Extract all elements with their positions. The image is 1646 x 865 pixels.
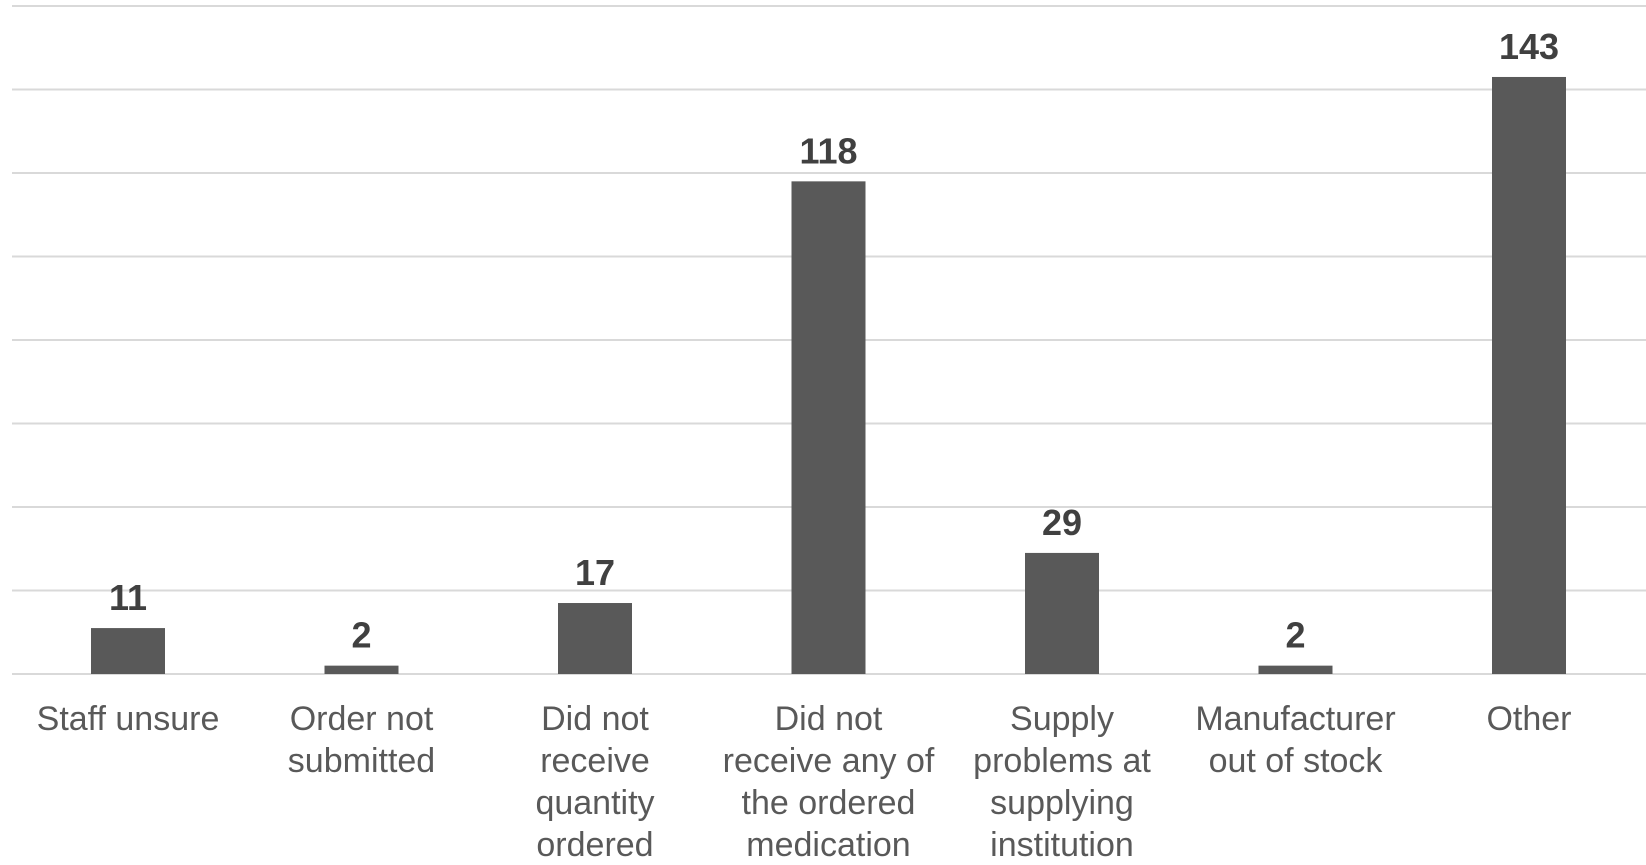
category-label-line: out of stock xyxy=(1209,742,1384,780)
category-label-line: quantity xyxy=(535,784,654,822)
category-label-line: Other xyxy=(1486,700,1571,738)
bar xyxy=(1025,552,1099,674)
category-label-line: Order not xyxy=(290,700,434,738)
data-labels: 11 2 17 118 29 2 143 xyxy=(109,26,1559,656)
bar xyxy=(324,665,399,674)
bar xyxy=(91,628,165,674)
category-label: Did not receive any of the ordered medicati… xyxy=(723,700,935,864)
bars xyxy=(91,76,1566,675)
data-label: 17 xyxy=(575,552,615,593)
category-label: Order not submitted xyxy=(288,700,435,780)
category-label: Supply problems at supplying institution xyxy=(973,700,1151,864)
category-label-line: Supply xyxy=(1010,700,1114,738)
category-label-line: receive any of xyxy=(723,742,935,780)
category-label-line: medication xyxy=(746,826,910,864)
category-label-line: Manufacturer xyxy=(1195,700,1395,738)
category-label: Other xyxy=(1486,700,1571,738)
category-label-line: institution xyxy=(990,826,1134,864)
bar xyxy=(1492,76,1566,675)
category-label: Manufacturer out of stock xyxy=(1195,700,1395,780)
data-label: 11 xyxy=(109,577,147,618)
category-label-line: Did not xyxy=(775,700,883,738)
category-label-line: problems at xyxy=(973,742,1151,780)
category-label: Staff unsure xyxy=(37,700,220,738)
data-label: 29 xyxy=(1042,502,1082,543)
category-label-line: Staff unsure xyxy=(37,700,220,738)
bar xyxy=(791,181,866,674)
category-label-line: receive xyxy=(540,742,650,780)
category-label-line: supplying xyxy=(990,784,1134,822)
bar xyxy=(558,603,632,674)
data-label: 118 xyxy=(799,130,857,171)
bar xyxy=(1258,665,1333,674)
category-label-line: Did not xyxy=(541,700,649,738)
category-label-line: the ordered xyxy=(742,784,916,822)
data-label: 2 xyxy=(351,615,371,656)
data-label: 143 xyxy=(1499,26,1559,67)
category-labels: Staff unsure Order not submitted Did not rec… xyxy=(37,700,1572,864)
category-label-line: ordered xyxy=(536,826,653,864)
category-label: Did not receive quantity ordered xyxy=(535,700,654,864)
category-label-line: submitted xyxy=(288,742,435,780)
data-label: 2 xyxy=(1285,615,1305,656)
